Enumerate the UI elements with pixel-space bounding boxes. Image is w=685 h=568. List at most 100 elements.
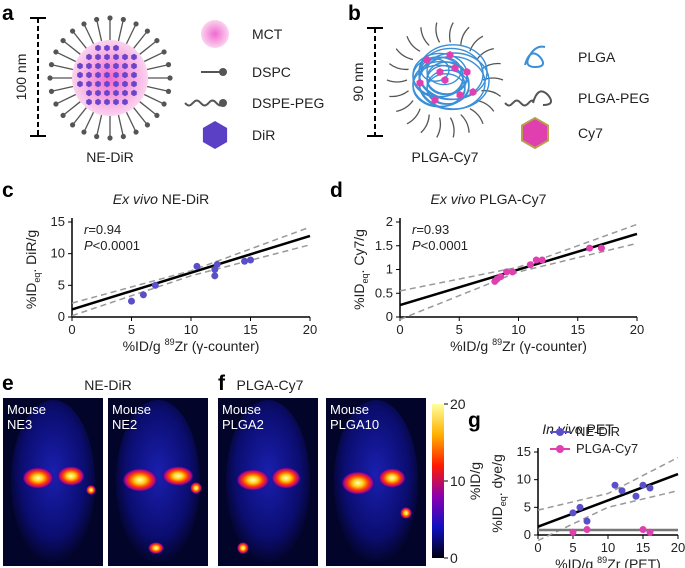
dye-mark (77, 62, 83, 70)
image-label: NE3 (7, 417, 32, 432)
x-tick-label: 0 (534, 540, 541, 555)
point (213, 260, 221, 268)
point (569, 509, 577, 517)
lipid-head (47, 75, 53, 81)
lipid-tail (125, 111, 136, 131)
dye-mark (113, 62, 119, 70)
lipid-tail (73, 107, 87, 124)
dye-mark (86, 62, 92, 70)
colorbar-tick-label: 20 (450, 396, 466, 412)
lipid-tail (125, 25, 136, 45)
peg-chain (395, 48, 414, 61)
dye-mark (86, 98, 92, 106)
dye-mark (469, 88, 477, 96)
y-axis-label: %IDeq. Cy7/g (351, 229, 370, 310)
oil-core (72, 40, 148, 116)
x-tick-label: 15 (636, 540, 650, 555)
x-tick-label: 5 (128, 322, 135, 337)
dye-mark (131, 62, 137, 70)
point (509, 268, 517, 276)
point (583, 517, 591, 525)
y-tick-label: 0 (386, 309, 393, 324)
x-axis-label-part: 89 (492, 337, 502, 347)
point (639, 481, 647, 489)
image-label: PLGA2 (222, 417, 264, 432)
point (583, 525, 591, 533)
dye-mark (122, 62, 128, 70)
point (139, 291, 147, 299)
pet-hotspot (162, 466, 194, 486)
y-tick-label: 1.5 (375, 238, 393, 253)
dye-mark (446, 51, 454, 59)
fit-line (71, 244, 311, 317)
image-label: PLGA10 (330, 417, 379, 432)
dye-mark (104, 62, 110, 70)
chart-title-part: Ex vivo (431, 191, 476, 207)
point (503, 268, 511, 276)
lipid-tail (139, 41, 156, 55)
chart-title: Ex vivo NE-DiR (113, 191, 209, 207)
point (646, 528, 654, 536)
fit-line (399, 242, 638, 321)
dye-mark (86, 71, 92, 79)
lipid-head (60, 112, 66, 119)
lipid-head (120, 133, 126, 140)
lipid-head (60, 37, 66, 44)
dye-mark (113, 53, 119, 61)
annotation-part: <0.0001 (421, 238, 468, 253)
lipid-head (167, 75, 173, 81)
lipid-head (161, 49, 167, 55)
lipid-tail (84, 111, 95, 131)
colorbar-tick-label: 10 (450, 473, 466, 489)
point (538, 256, 546, 264)
lipid-head (81, 129, 87, 135)
dye-mark (113, 98, 119, 106)
fit-line (537, 489, 679, 542)
y-tick-label: 15 (51, 214, 65, 229)
legend-label: NE-DiR (576, 424, 620, 439)
fit-line (71, 234, 311, 311)
legend-peg-head (219, 99, 227, 107)
y-axis-label-part: eq (360, 273, 370, 283)
dye-mark (77, 71, 83, 79)
y-axis-label: %IDeq. dye/g (489, 454, 508, 533)
lipid-tail (53, 85, 74, 92)
lipid-tail (53, 64, 74, 71)
pet-hotspot (57, 466, 85, 486)
legend-dspc-head (219, 68, 227, 76)
x-tick-label: 0 (68, 322, 75, 337)
point (576, 503, 584, 511)
image-label: Mouse (330, 402, 369, 417)
annotation-part: r (84, 222, 89, 237)
x-axis-label-part: 89 (165, 337, 175, 347)
annotation-part: P (84, 238, 93, 253)
dye-mark (436, 68, 444, 76)
colorbar-tick-label: 0 (450, 550, 458, 566)
dye-mark (416, 79, 424, 87)
peg-chain (449, 117, 455, 138)
x-tick-label: 5 (456, 322, 463, 337)
dye-mark (104, 71, 110, 79)
lipid-tail (143, 52, 163, 63)
x-tick-label: 15 (571, 322, 585, 337)
dye-mark (95, 62, 101, 70)
pet-hotspot (22, 467, 54, 489)
dye-mark (104, 80, 110, 88)
dye-mark (104, 98, 110, 106)
lipid-head (154, 37, 160, 44)
peg-chain (389, 90, 409, 98)
lipid-head (165, 62, 172, 68)
lipid-tail (133, 32, 147, 49)
panel-letter: a (2, 2, 14, 25)
legend-mct (201, 20, 229, 48)
lipid-head (133, 21, 139, 27)
lipid-head (165, 88, 172, 94)
chart-title-part: Ex vivo (113, 191, 158, 207)
pet-hotspot (86, 485, 96, 495)
y-axis-label: %IDeq. DiR/g (23, 230, 42, 309)
legend-label: MCT (252, 26, 283, 42)
dye-mark (131, 53, 137, 61)
y-axis-label-part: eq (32, 273, 42, 283)
legend-label: DSPC (252, 64, 291, 80)
